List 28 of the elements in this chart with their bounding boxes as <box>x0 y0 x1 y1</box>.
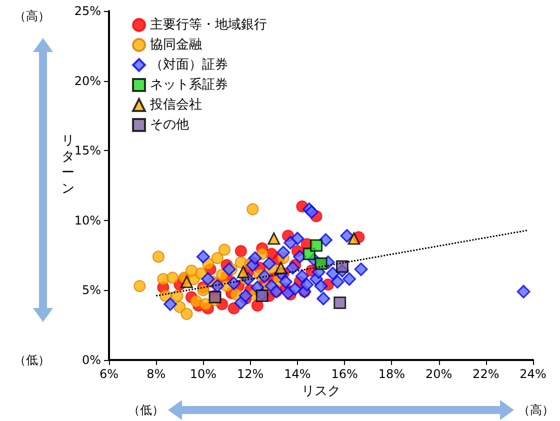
legend-label: 投信会社 <box>149 98 202 112</box>
legend-label: その他 <box>150 118 189 132</box>
legend-label: 協同金融 <box>150 38 202 52</box>
y-tick-label: 25% <box>74 4 101 18</box>
x-tick-label: 8% <box>146 367 166 381</box>
y-tick-label: 0% <box>82 353 101 367</box>
legend-label: （対面）証券 <box>150 56 228 72</box>
y-tick-label: 15% <box>74 144 101 158</box>
x-tick-label: 22% <box>472 367 500 381</box>
x-tick-label: 6% <box>99 367 119 381</box>
legend-label: ネット系証券 <box>150 78 228 92</box>
text: （低） <box>128 403 164 417</box>
y-tick-label: 20% <box>74 74 101 88</box>
x-tick-label: 16% <box>331 367 358 381</box>
x-tick-label: 14% <box>284 367 311 381</box>
text: （低） <box>14 353 50 367</box>
x-tick-label: 10% <box>190 367 217 381</box>
y-tick-label: 10% <box>74 213 101 228</box>
x-tick-label: 24% <box>520 367 546 381</box>
legend-label: 主要行等・地域銀行 <box>150 16 267 32</box>
y-axis-title: リターン <box>62 134 74 196</box>
x-axis-title: リスク <box>302 384 340 399</box>
text: （高） <box>14 9 50 23</box>
x-tick-label: 20% <box>425 367 452 381</box>
x-tick-label: 18% <box>378 367 406 381</box>
x-tick-label: 12% <box>236 367 264 381</box>
text: （高） <box>518 403 554 417</box>
y-tick-label: 5% <box>82 283 101 298</box>
